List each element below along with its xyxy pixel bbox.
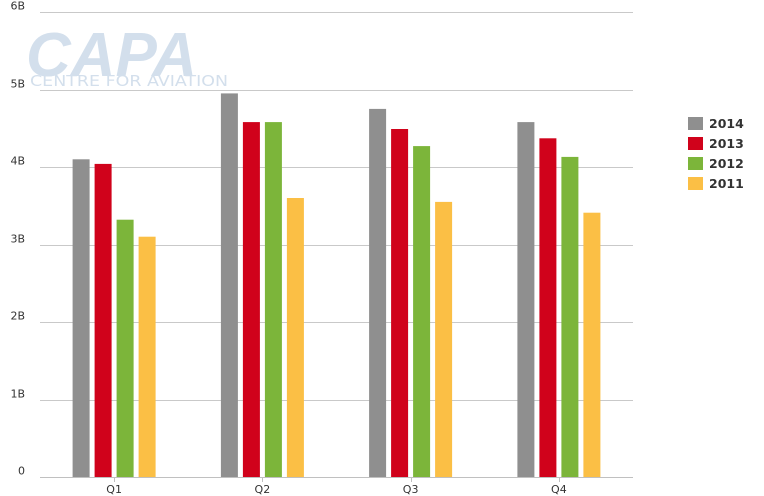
x-axis-tick-labels: Q1 Q2 Q3 Q4 bbox=[106, 477, 567, 496]
legend-swatch-2012 bbox=[688, 157, 703, 170]
x-tick-label: Q2 bbox=[255, 483, 271, 496]
bar-2014-q4[interactable] bbox=[517, 122, 535, 477]
bar-2012-q1[interactable] bbox=[116, 219, 134, 477]
bar-2014-q2[interactable] bbox=[220, 93, 238, 478]
x-tick-label: Q3 bbox=[403, 483, 419, 496]
bar-2012-q2[interactable] bbox=[264, 122, 282, 477]
bar-2011-q4[interactable] bbox=[583, 212, 601, 477]
y-axis-tick-labels: 0 1B 2B 3B 4B 5B 6B bbox=[10, 0, 25, 478]
y-tick-label: 3B bbox=[10, 233, 25, 246]
y-tick-label: 4B bbox=[10, 155, 25, 168]
legend-label-2012[interactable]: 2012 bbox=[709, 156, 744, 171]
bar-2013-q1[interactable] bbox=[94, 163, 112, 477]
legend-swatch-2013 bbox=[688, 137, 703, 150]
bar-2013-q3[interactable] bbox=[391, 129, 409, 477]
bar-2013-q2[interactable] bbox=[242, 122, 260, 477]
y-tick-label: 1B bbox=[10, 388, 25, 401]
x-tick-label: Q1 bbox=[106, 483, 122, 496]
watermark-title: CAPA bbox=[26, 21, 197, 90]
watermark-subtitle: CENTRE FOR AVIATION bbox=[30, 72, 228, 90]
legend-label-2014[interactable]: 2014 bbox=[709, 116, 744, 131]
legend-swatch-2011 bbox=[688, 177, 703, 190]
bar-2013-q4[interactable] bbox=[539, 138, 557, 478]
y-tick-label: 6B bbox=[10, 0, 25, 13]
bar-2011-q2[interactable] bbox=[286, 198, 304, 477]
bars bbox=[72, 93, 601, 478]
y-tick-label: 5B bbox=[10, 78, 25, 91]
x-tick-label: Q4 bbox=[551, 483, 567, 496]
legend: 2014 2013 2012 2011 bbox=[688, 116, 744, 191]
legend-label-2011[interactable]: 2011 bbox=[709, 176, 744, 191]
bar-2014-q1[interactable] bbox=[72, 159, 90, 478]
bar-2014-q3[interactable] bbox=[369, 108, 387, 478]
y-tick-label: 2B bbox=[10, 310, 25, 323]
legend-label-2013[interactable]: 2013 bbox=[709, 136, 744, 151]
bar-2011-q1[interactable] bbox=[138, 236, 156, 477]
bar-2012-q4[interactable] bbox=[561, 156, 579, 477]
legend-swatch-2014 bbox=[688, 117, 703, 130]
bar-2011-q3[interactable] bbox=[435, 201, 453, 477]
capa-watermark-logo: CAPA CENTRE FOR AVIATION bbox=[26, 21, 228, 90]
y-tick-label: 0 bbox=[18, 465, 25, 478]
bar-2012-q3[interactable] bbox=[413, 146, 431, 477]
